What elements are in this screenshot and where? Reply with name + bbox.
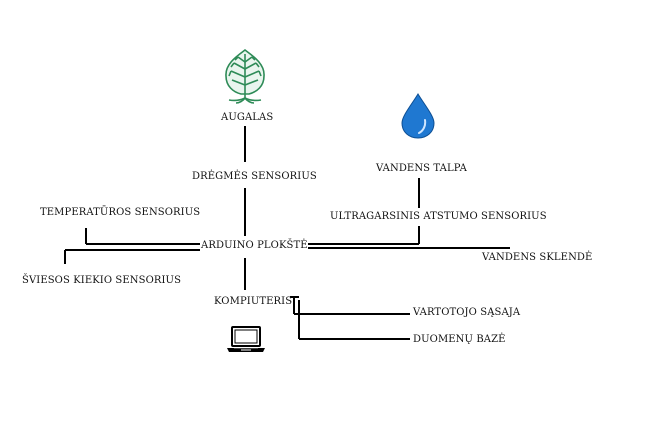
computer-label: KOMPIUTERIS — [214, 296, 293, 307]
moisture-sensor-label: DRĖGMĖS SENSORIUS — [192, 171, 317, 182]
ultrasonic-sensor-label: ULTRAGARSINIS ATSTUMO SENSORIUS — [330, 211, 547, 222]
water-tank-label: VANDENS TALPA — [376, 163, 467, 174]
light-sensor-label: ŠVIESOS KIEKIO SENSORIUS — [22, 275, 182, 286]
user-interface-label: VARTOTOJO SĄSAJA — [413, 307, 521, 318]
tree-icon — [225, 49, 265, 104]
plant-label: AUGALAS — [221, 112, 274, 123]
laptop-icon — [227, 326, 265, 352]
arduino-label: ARDUINO PLOKŠTĖ — [201, 240, 308, 251]
temperature-sensor-label: TEMPERATŪROS SENSORIUS — [40, 207, 201, 218]
water-valve-label: VANDENS SKLENDĖ — [482, 252, 593, 263]
water-drop-icon — [401, 93, 435, 139]
database-label: DUOMENŲ BAZĖ — [413, 334, 506, 345]
